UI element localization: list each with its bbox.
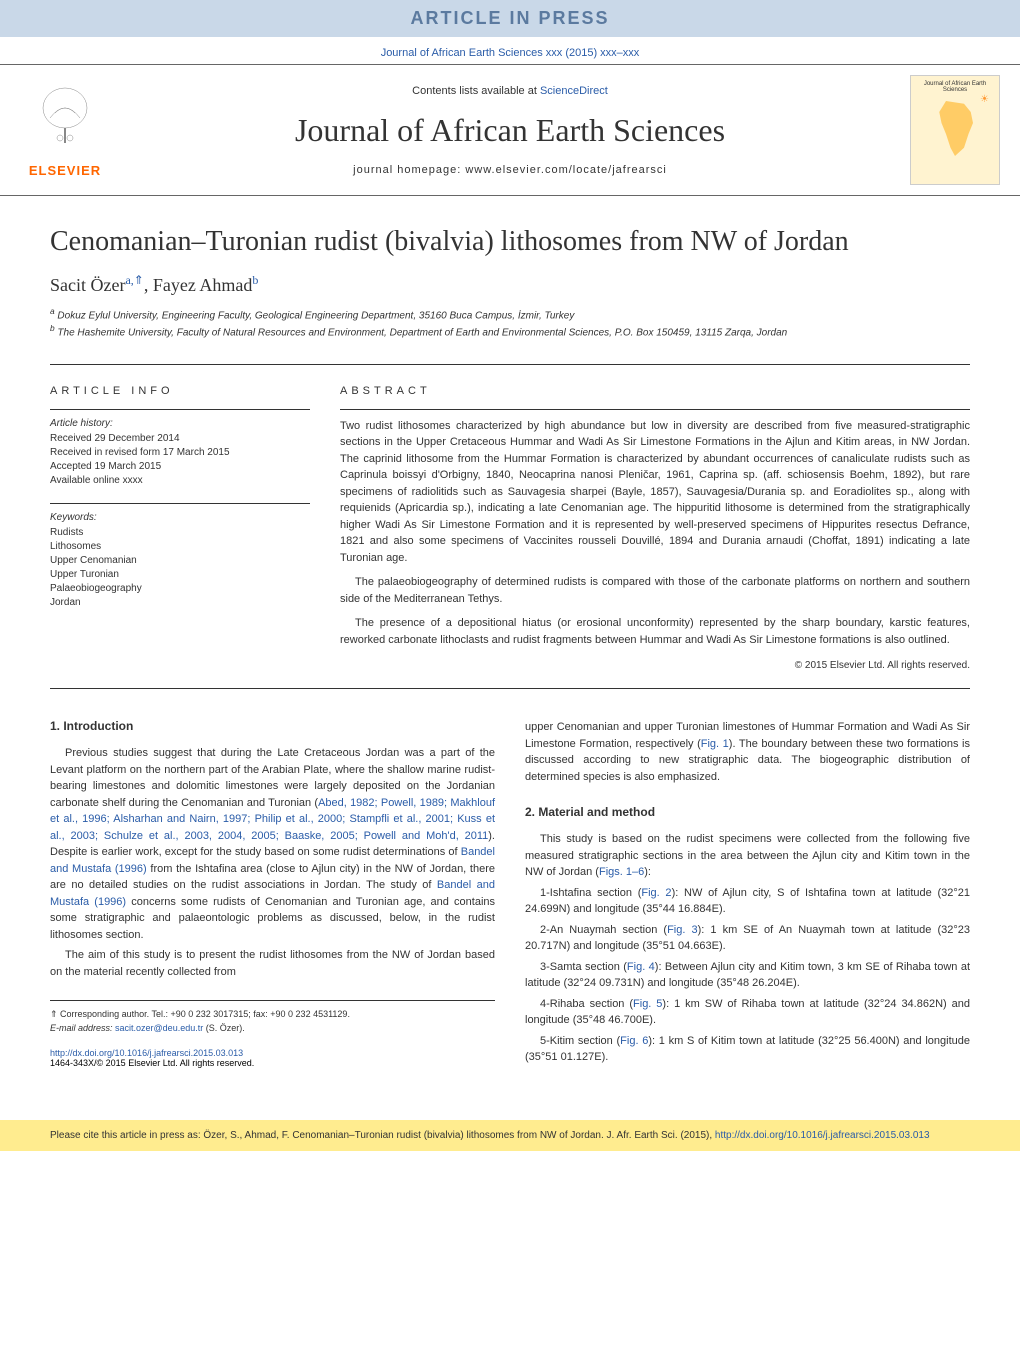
citation-text: Journal of African Earth Sciences xxx (2… bbox=[381, 47, 640, 59]
left-column: 1. Introduction Previous studies suggest… bbox=[50, 719, 495, 1070]
elsevier-text: ELSEVIER bbox=[29, 163, 101, 178]
cite-footer: Please cite this article in press as: Öz… bbox=[0, 1120, 1020, 1151]
figure-link[interactable]: Fig. 3 bbox=[667, 924, 698, 936]
intro-para-1: Previous studies suggest that during the… bbox=[50, 745, 495, 943]
article-content: Cenomanian–Turonian rudist (bivalvia) li… bbox=[0, 196, 1020, 1100]
abstract-para-1: Two rudist lithosomes characterized by h… bbox=[340, 418, 970, 567]
cite-text: Please cite this article in press as: Öz… bbox=[50, 1130, 715, 1141]
available-date: Available online xxxx bbox=[50, 474, 310, 488]
section-item-4: 4-Rihaba section (Fig. 5): 1 km SW of Ri… bbox=[525, 996, 970, 1029]
article-in-press-bar: ARTICLE IN PRESS bbox=[0, 0, 1020, 37]
homepage-line[interactable]: journal homepage: www.elsevier.com/locat… bbox=[110, 164, 910, 176]
figure-link[interactable]: Fig. 2 bbox=[641, 887, 671, 899]
figure-link[interactable]: Fig. 1 bbox=[701, 738, 729, 750]
info-abstract-row: ARTICLE INFO Article history: Received 2… bbox=[50, 364, 970, 690]
history-label: Article history: bbox=[50, 418, 310, 429]
articleinfo-header: ARTICLE INFO bbox=[50, 385, 310, 397]
africa-shape-icon bbox=[933, 101, 978, 156]
footnote-section: ⇑ Corresponding author. Tel.: +90 0 232 … bbox=[50, 1000, 495, 1033]
article-in-press-label: ARTICLE IN PRESS bbox=[410, 8, 609, 28]
material-body: This study is based on the rudist specim… bbox=[525, 831, 970, 1066]
affiliation-b: b The Hashemite University, Faculty of N… bbox=[50, 323, 970, 338]
sciencedirect-link[interactable]: ScienceDirect bbox=[540, 85, 608, 97]
elsevier-tree-icon bbox=[30, 83, 100, 161]
right-column: upper Cenomanian and upper Turonian lime… bbox=[525, 719, 970, 1070]
author-1[interactable]: Sacit Özer bbox=[50, 275, 125, 295]
doi-link[interactable]: http://dx.doi.org/10.1016/j.jafrearsci.2… bbox=[50, 1048, 495, 1058]
figure-link[interactable]: Fig. 5 bbox=[633, 998, 662, 1010]
cite-doi-link[interactable]: http://dx.doi.org/10.1016/j.jafrearsci.2… bbox=[715, 1130, 930, 1141]
issn-line: 1464-343X/© 2015 Elsevier Ltd. All right… bbox=[50, 1058, 495, 1068]
accepted-date: Accepted 19 March 2015 bbox=[50, 460, 310, 474]
article-info-column: ARTICLE INFO Article history: Received 2… bbox=[50, 385, 310, 674]
intro-para-2: The aim of this study is to present the … bbox=[50, 947, 495, 980]
keywords-label: Keywords: bbox=[50, 512, 310, 523]
main-body-columns: 1. Introduction Previous studies suggest… bbox=[50, 719, 970, 1070]
author-2-sup: b bbox=[252, 273, 258, 287]
abstract-header: ABSTRACT bbox=[340, 385, 970, 397]
section-item-1: 1-Ishtafina section (Fig. 2): NW of Ajlu… bbox=[525, 885, 970, 918]
journal-cover[interactable]: Journal of African Earth Sciences ☀ bbox=[910, 75, 1000, 185]
figure-link[interactable]: Fig. 6 bbox=[620, 1035, 648, 1047]
received-date: Received 29 December 2014 bbox=[50, 432, 310, 446]
section-item-2: 2-An Nuaymah section (Fig. 3): 1 km SE o… bbox=[525, 922, 970, 955]
abstract-para-2: The palaeobiogeography of determined rud… bbox=[340, 574, 970, 607]
keyword-item: Upper Cenomanian bbox=[50, 554, 310, 568]
email-line: E-mail address: sacit.ozer@deu.edu.tr (S… bbox=[50, 1023, 495, 1033]
keyword-item: Jordan bbox=[50, 596, 310, 610]
copyright-line: © 2015 Elsevier Ltd. All rights reserved… bbox=[340, 658, 970, 673]
author-1-sup: a,⇑ bbox=[125, 273, 143, 287]
authors-line: Sacit Özera,⇑, Fayez Ahmadb bbox=[50, 273, 970, 296]
article-title: Cenomanian–Turonian rudist (bivalvia) li… bbox=[50, 226, 970, 258]
material-para-1: This study is based on the rudist specim… bbox=[525, 831, 970, 881]
keyword-item: Upper Turonian bbox=[50, 568, 310, 582]
contents-label: Contents lists available at bbox=[412, 85, 540, 97]
abstract-column: ABSTRACT Two rudist lithosomes character… bbox=[340, 385, 970, 674]
abstract-text: Two rudist lithosomes characterized by h… bbox=[340, 409, 970, 674]
keywords-block: Keywords: Rudists Lithosomes Upper Cenom… bbox=[50, 503, 310, 610]
journal-name: Journal of African Earth Sciences bbox=[110, 112, 910, 149]
elsevier-logo[interactable]: ELSEVIER bbox=[20, 80, 110, 180]
affiliations: a Dokuz Eylul University, Engineering Fa… bbox=[50, 306, 970, 339]
author-2[interactable]: Fayez Ahmad bbox=[153, 275, 252, 295]
intro-para-3: upper Cenomanian and upper Turonian lime… bbox=[525, 719, 970, 785]
email-link[interactable]: sacit.ozer@deu.edu.tr bbox=[115, 1023, 203, 1033]
history-block: Article history: Received 29 December 20… bbox=[50, 409, 310, 488]
material-heading: 2. Material and method bbox=[525, 805, 970, 819]
contents-line: Contents lists available at ScienceDirec… bbox=[110, 85, 910, 97]
figure-link[interactable]: Figs. 1–6 bbox=[599, 866, 644, 878]
journal-info-center: Contents lists available at ScienceDirec… bbox=[110, 85, 910, 176]
affiliation-a: a Dokuz Eylul University, Engineering Fa… bbox=[50, 306, 970, 321]
cover-title: Journal of African Earth Sciences bbox=[916, 81, 994, 93]
intro-heading: 1. Introduction bbox=[50, 719, 495, 733]
sun-icon: ☀ bbox=[980, 94, 989, 105]
journal-citation[interactable]: Journal of African Earth Sciences xxx (2… bbox=[0, 37, 1020, 64]
keyword-item: Palaeobiogeography bbox=[50, 582, 310, 596]
section-item-3: 3-Samta section (Fig. 4): Between Ajlun … bbox=[525, 959, 970, 992]
figure-link[interactable]: Fig. 4 bbox=[627, 961, 655, 973]
corresponding-author: ⇑ Corresponding author. Tel.: +90 0 232 … bbox=[50, 1009, 495, 1020]
intro-continuation: upper Cenomanian and upper Turonian lime… bbox=[525, 719, 970, 785]
keyword-item: Rudists bbox=[50, 526, 310, 540]
doi-section: http://dx.doi.org/10.1016/j.jafrearsci.2… bbox=[50, 1048, 495, 1068]
section-item-5: 5-Kitim section (Fig. 6): 1 km S of Kiti… bbox=[525, 1033, 970, 1066]
revised-date: Received in revised form 17 March 2015 bbox=[50, 446, 310, 460]
abstract-para-3: The presence of a depositional hiatus (o… bbox=[340, 615, 970, 648]
intro-body: Previous studies suggest that during the… bbox=[50, 745, 495, 980]
keyword-item: Lithosomes bbox=[50, 540, 310, 554]
journal-header-box: ELSEVIER Contents lists available at Sci… bbox=[0, 64, 1020, 196]
